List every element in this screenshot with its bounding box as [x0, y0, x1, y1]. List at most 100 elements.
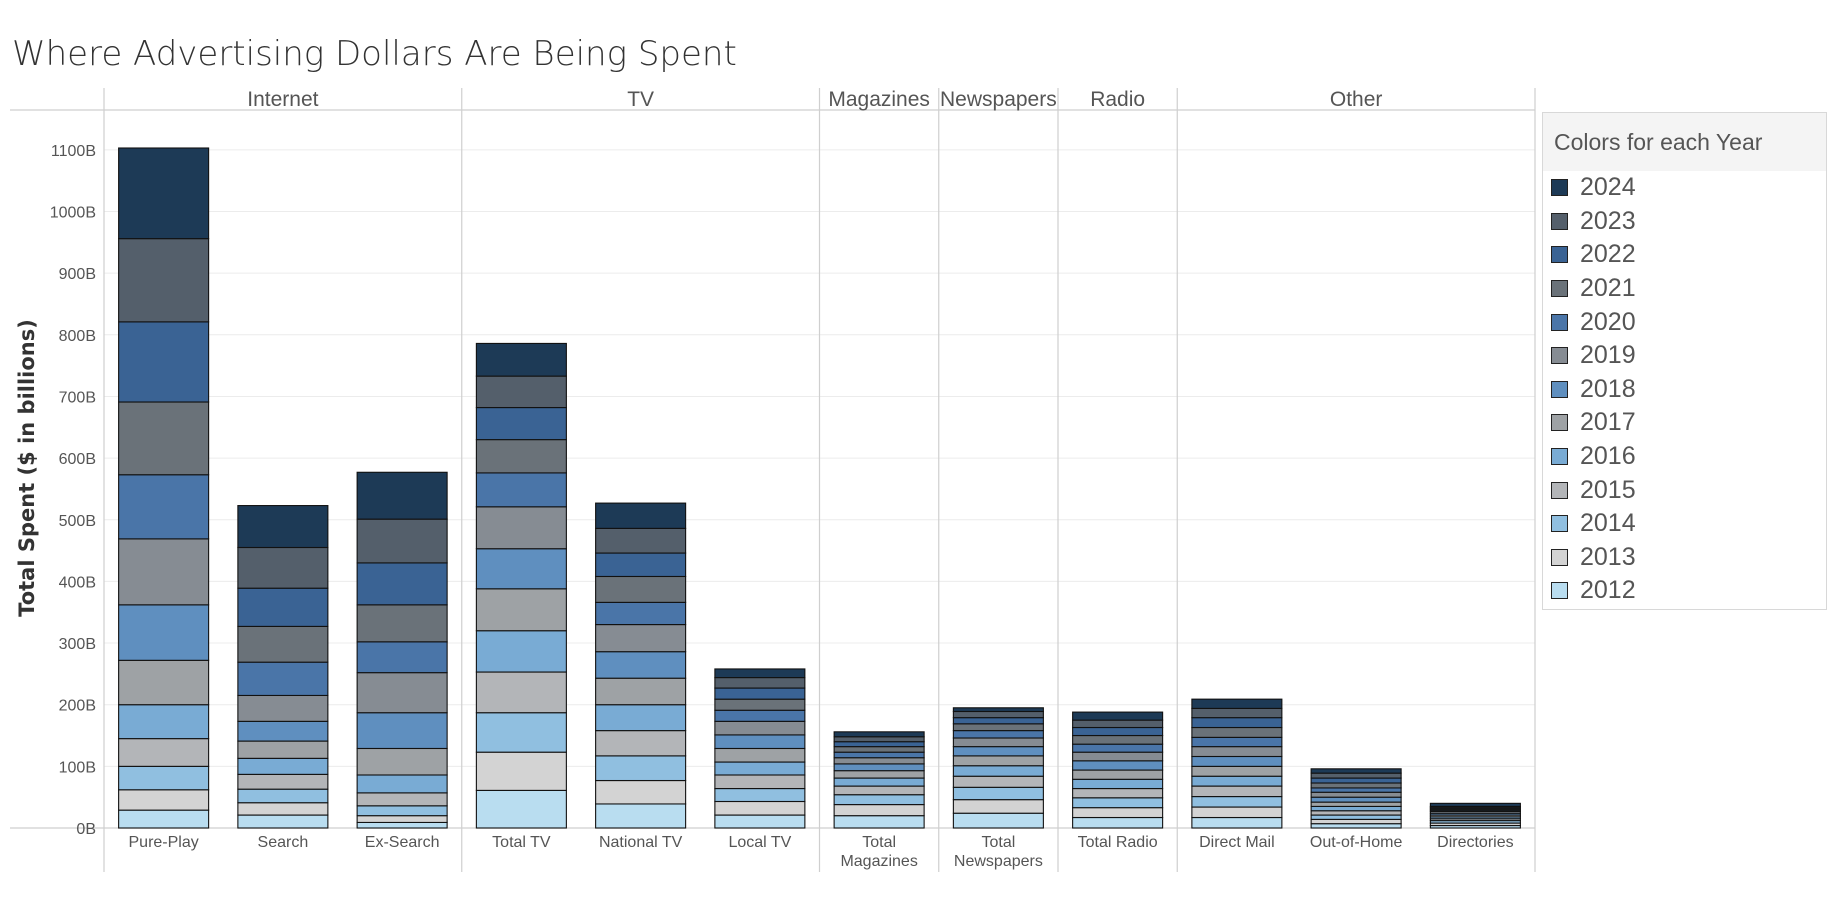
bar-segment	[1191, 736, 1283, 748]
group-header-label: TV	[627, 88, 654, 111]
bar-segment	[237, 661, 329, 697]
bar-segment	[952, 765, 1044, 777]
bar-segment	[118, 809, 210, 829]
legend-item: 2014	[1543, 507, 1826, 541]
legend-label: 2012	[1580, 576, 1636, 605]
bar-segment	[833, 815, 925, 829]
category-label: Directories	[1437, 834, 1513, 851]
legend-swatch	[1551, 448, 1568, 466]
legend-item: 2019	[1543, 339, 1826, 373]
bar-segment	[833, 741, 925, 748]
bar-segment	[714, 814, 806, 829]
bar-segment	[475, 472, 567, 508]
bar-segment	[595, 575, 687, 603]
chart-title: Where Advertising Dollars Are Being Spen…	[12, 34, 737, 74]
bar-segment	[714, 677, 806, 689]
group-header-label: Radio	[1090, 88, 1145, 111]
y-tick-label: 300B	[59, 636, 96, 653]
bar-segment	[1072, 726, 1164, 737]
legend-title: Colors for each Year	[1543, 113, 1826, 171]
bar-segment	[475, 506, 567, 550]
bar-segment	[1072, 807, 1164, 819]
group-header-label: Internet	[247, 88, 318, 111]
bar-segment	[952, 799, 1044, 814]
bar-segment	[1191, 717, 1283, 729]
bar-segment	[595, 755, 687, 782]
bar-segment	[833, 763, 925, 772]
y-tick-label: 800B	[59, 328, 96, 345]
legend-label: 2016	[1580, 442, 1636, 471]
bar-segment	[1310, 823, 1402, 829]
legend-item: 2023	[1543, 205, 1826, 239]
legend-label: 2014	[1580, 509, 1636, 538]
category-label: Local TV	[728, 834, 791, 851]
bar-segment	[1310, 782, 1402, 789]
bar-segment	[1191, 698, 1283, 709]
y-tick-label: 600B	[59, 451, 96, 468]
bar-segment	[595, 677, 687, 706]
category-label: Total Newspapers	[954, 834, 1043, 870]
bar-segment	[1191, 726, 1283, 738]
y-tick-label: 1000B	[50, 205, 96, 222]
legend-swatch	[1551, 179, 1568, 197]
bar-segment	[356, 562, 448, 606]
bar-segment	[118, 147, 210, 240]
legend-label: 2023	[1580, 206, 1636, 235]
legend-label: 2013	[1580, 542, 1636, 571]
legend-label: 2024	[1580, 173, 1636, 202]
bar-segment	[237, 720, 329, 742]
category-label: Ex-Search	[365, 834, 440, 851]
bar-segment	[714, 747, 806, 763]
bar-segment	[952, 786, 1044, 801]
group-header-label: Other	[1330, 88, 1383, 111]
legend-label: 2015	[1580, 475, 1636, 504]
legend-swatch	[1551, 582, 1568, 600]
bar-segment	[952, 717, 1044, 725]
bar-segment	[714, 720, 806, 736]
bar-segment	[1191, 806, 1283, 819]
bar-segment	[1072, 734, 1164, 745]
bar-segment	[714, 687, 806, 700]
bar-segment	[1310, 805, 1402, 812]
legend-swatch	[1551, 280, 1568, 298]
legend-swatch	[1551, 380, 1568, 398]
bar-segment	[237, 814, 329, 829]
bar-segment	[952, 723, 1044, 732]
bar-segment	[714, 774, 806, 790]
category-label: Total Radio	[1078, 834, 1158, 851]
legend-swatch	[1551, 347, 1568, 365]
bar-segment	[356, 815, 448, 824]
y-tick-label: 200B	[59, 698, 96, 715]
bar-segment	[118, 659, 210, 706]
bar-segment	[475, 548, 567, 590]
bar-segment	[356, 471, 448, 520]
y-axis-title: Total Spent ($ in billions)	[15, 319, 39, 617]
bar-segment	[475, 671, 567, 714]
bar-segment	[237, 587, 329, 627]
bar-segment	[1310, 777, 1402, 784]
bar-segment	[1191, 707, 1283, 719]
bar-segment	[237, 505, 329, 549]
bar-segment	[1310, 768, 1402, 774]
bar-segment	[237, 802, 329, 816]
bar-segment	[1310, 787, 1402, 793]
legend-item: 2024	[1543, 171, 1826, 205]
bar-segment	[1310, 791, 1402, 798]
bar-segment	[237, 694, 329, 722]
group-header-label: Magazines	[828, 88, 930, 111]
y-tick-label: 100B	[59, 759, 96, 776]
bar-segment	[595, 502, 687, 529]
bar-segment	[118, 321, 210, 403]
bar-segment	[356, 821, 448, 829]
bar-segment	[475, 406, 567, 441]
bar-segment	[1072, 760, 1164, 771]
group-header-label: Newspapers	[940, 88, 1057, 111]
bar-segment	[952, 707, 1044, 713]
y-tick-label: 500B	[59, 513, 96, 530]
bar-segment	[595, 552, 687, 578]
bar-segment	[237, 740, 329, 759]
y-axis-ticks: 0B 100B 200B 300B 400B 500B 600B 700B 800B 900B 10…	[50, 143, 96, 838]
bar-segment	[1191, 746, 1283, 758]
bar-segment	[1310, 796, 1402, 803]
bar-segment	[118, 604, 210, 661]
